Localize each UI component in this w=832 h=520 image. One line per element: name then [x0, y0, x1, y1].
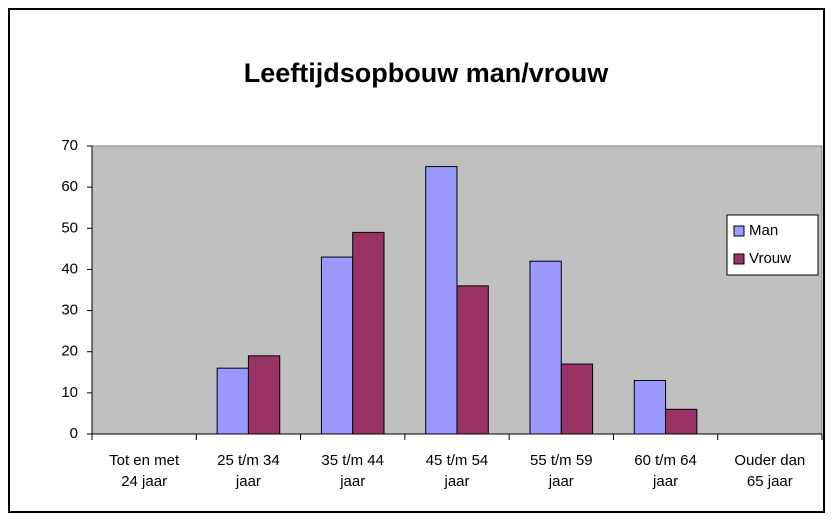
bar: [665, 408, 698, 435]
legend-label: Man: [749, 222, 778, 239]
y-tick-label: 20: [61, 343, 78, 360]
bar: [216, 367, 249, 435]
bar: [529, 260, 562, 435]
x-tick-label: Tot en met 24 jaar: [109, 452, 180, 490]
y-tick-label: 70: [61, 137, 78, 154]
bar: [456, 285, 489, 435]
legend-swatch: [733, 225, 745, 237]
y-tick-label: 40: [61, 260, 78, 277]
chart-title: Leeftijdsopbouw man/vrouw: [244, 58, 610, 88]
bar: [633, 380, 667, 435]
y-tick-label: 60: [61, 178, 78, 195]
legend-box: [726, 214, 819, 276]
bar: [425, 166, 458, 435]
bar: [560, 363, 594, 435]
y-tick-label: 30: [61, 302, 78, 319]
x-tick-label: 45 t/m 54 jaar: [425, 452, 489, 490]
y-tick-label: 10: [61, 384, 78, 401]
bar: [320, 256, 354, 435]
x-tick-label: 55 t/m 59 jaar: [530, 452, 593, 490]
x-tick-label: 35 t/m 44 jaar: [321, 452, 384, 490]
y-tick-label: 50: [61, 219, 78, 236]
x-tick-label: Ouder dan 65 jaar: [734, 452, 806, 490]
x-tick-label: 25 t/m 34 jaar: [217, 452, 280, 490]
legend-label: Vrouw: [749, 250, 791, 267]
bar: [352, 231, 385, 435]
x-tick-label: 60 t/m 64 jaar: [634, 452, 697, 490]
legend-swatch: [733, 253, 745, 265]
bar: [247, 355, 281, 435]
y-tick-label: 0: [70, 425, 78, 442]
